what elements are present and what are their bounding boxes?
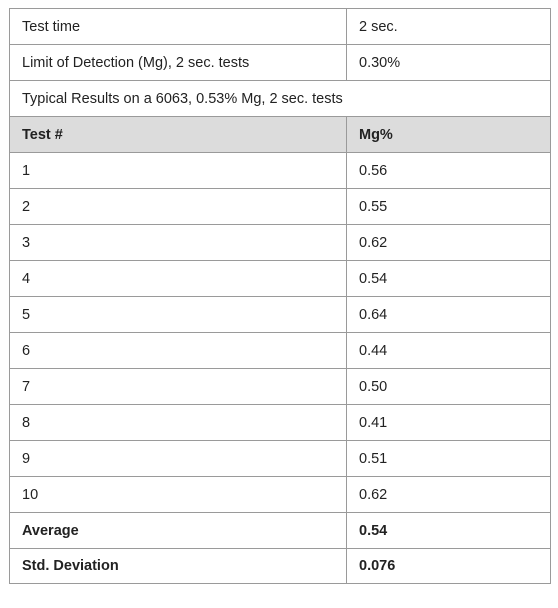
column-header-mg: Mg% [346, 116, 551, 153]
mg-value: 0.62 [346, 476, 551, 513]
results-table-container: Test time 2 sec. Limit of Detection (Mg)… [9, 8, 551, 584]
test-number: 7 [9, 368, 347, 405]
mg-value: 0.62 [346, 224, 551, 261]
table-row: 2 0.55 [9, 188, 551, 225]
mg-value: 0.44 [346, 332, 551, 369]
spec-value: 2 sec. [346, 8, 551, 45]
test-number: 9 [9, 440, 347, 477]
spec-label: Limit of Detection (Mg), 2 sec. tests [9, 44, 347, 81]
table-row: 9 0.51 [9, 440, 551, 477]
mg-value: 0.41 [346, 404, 551, 441]
test-number: 5 [9, 296, 347, 333]
column-header-row: Test # Mg% [9, 116, 551, 153]
mg-value: 0.54 [346, 260, 551, 297]
test-number: 2 [9, 188, 347, 225]
summary-value: 0.076 [346, 548, 551, 584]
column-header-test: Test # [9, 116, 347, 153]
spec-row-test-time: Test time 2 sec. [9, 8, 551, 45]
caption-row: Typical Results on a 6063, 0.53% Mg, 2 s… [9, 80, 551, 117]
table-row: 4 0.54 [9, 260, 551, 297]
spec-row-limit-of-detection: Limit of Detection (Mg), 2 sec. tests 0.… [9, 44, 551, 81]
test-number: 3 [9, 224, 347, 261]
average-row: Average 0.54 [9, 512, 551, 549]
mg-results-table: Test time 2 sec. Limit of Detection (Mg)… [9, 8, 551, 584]
mg-value: 0.64 [346, 296, 551, 333]
test-number: 1 [9, 152, 347, 189]
spec-label: Test time [9, 8, 347, 45]
table-row: 6 0.44 [9, 332, 551, 369]
summary-value: 0.54 [346, 512, 551, 549]
mg-value: 0.56 [346, 152, 551, 189]
table-row: 10 0.62 [9, 476, 551, 513]
mg-value: 0.50 [346, 368, 551, 405]
mg-value: 0.55 [346, 188, 551, 225]
test-number: 10 [9, 476, 347, 513]
table-row: 8 0.41 [9, 404, 551, 441]
test-number: 6 [9, 332, 347, 369]
summary-label: Average [9, 512, 347, 549]
std-deviation-row: Std. Deviation 0.076 [9, 548, 551, 584]
mg-value: 0.51 [346, 440, 551, 477]
table-row: 1 0.56 [9, 152, 551, 189]
table-row: 5 0.64 [9, 296, 551, 333]
test-number: 8 [9, 404, 347, 441]
results-caption: Typical Results on a 6063, 0.53% Mg, 2 s… [9, 80, 551, 117]
summary-label: Std. Deviation [9, 548, 347, 584]
spec-value: 0.30% [346, 44, 551, 81]
table-row: 7 0.50 [9, 368, 551, 405]
table-row: 3 0.62 [9, 224, 551, 261]
test-number: 4 [9, 260, 347, 297]
